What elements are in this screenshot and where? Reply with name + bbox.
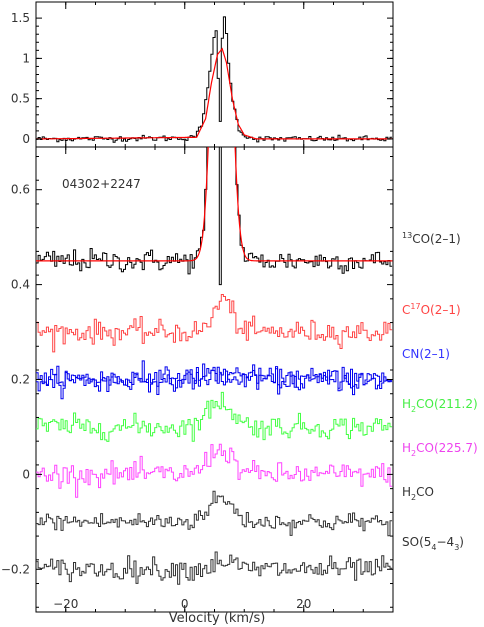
x-axis-label: Velocity (km/s): [169, 611, 266, 626]
top-spectrum-13co: [36, 16, 393, 143]
line-label-5: H2CO: [402, 485, 434, 502]
top-y-tick-label: 0: [22, 132, 30, 146]
bottom-panel: −0.2 0 0.2 0.4 0.6 −20 0 20: [1, 146, 394, 613]
x-tick-label: −20: [53, 597, 78, 611]
bottom-y-tick-label: 0.4: [11, 278, 30, 292]
line-label-1: C17O(2–1): [402, 302, 461, 317]
top-y-tick-label: 1.5: [11, 11, 30, 25]
line-label-3: H2CO(211.2): [402, 397, 478, 414]
source-name-label: 04302+2247: [62, 177, 141, 191]
line-label-6: SO(54−43): [402, 535, 464, 552]
top-fit-curve: [36, 47, 393, 140]
bottom-y-tick-label: 0: [22, 467, 30, 481]
spectrum-5: [36, 490, 393, 537]
spectrum-6: [36, 551, 393, 585]
bottom-y-tick-label: −0.2: [1, 562, 30, 576]
top-y-tick-label: 0.5: [11, 92, 30, 106]
spectrum-0: [36, 147, 393, 286]
x-tick-label: 0: [181, 597, 189, 611]
bottom-fit-curve: [36, 147, 393, 262]
spectrum-3: [36, 391, 393, 442]
x-tick-label: 20: [296, 597, 311, 611]
line-labels: 13CO(2–1) C17O(2–1) CN(2–1) H2CO(211.2) H2CO…: [402, 231, 478, 552]
bottom-y-tick-label: 0.6: [11, 183, 30, 197]
line-label-4: H2CO(225.7): [402, 441, 478, 458]
bottom-y-tick-label: 0.2: [11, 373, 30, 387]
bottom-spectra-group: [36, 147, 393, 585]
top-y-tick-label: 1: [22, 51, 30, 65]
spectrum-1: [36, 294, 393, 353]
line-label-2: CN(2–1): [402, 347, 450, 361]
spectrum-cn-extra: [36, 360, 393, 396]
spectrum-4: [36, 443, 393, 498]
spectrum-2: [36, 363, 393, 400]
line-label-0: 13CO(2–1): [402, 231, 461, 246]
